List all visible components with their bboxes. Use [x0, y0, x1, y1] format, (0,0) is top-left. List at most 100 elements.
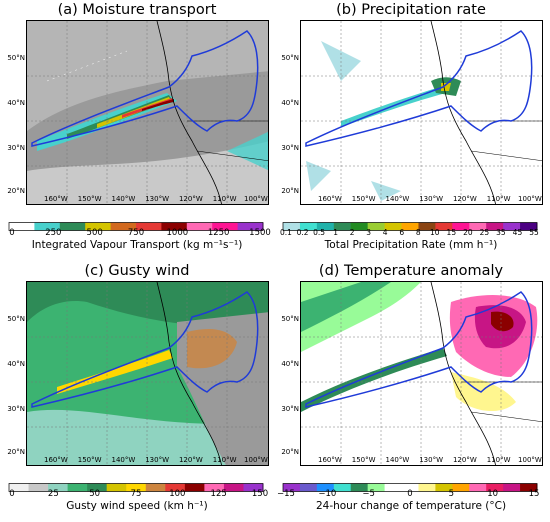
lon-label: 160°W [318, 195, 342, 203]
panel-title: (b) Precipitation rate [336, 2, 486, 18]
colorbar-segment [435, 483, 453, 492]
colorbar-segment [350, 222, 369, 231]
colorbar-tick-label: 15 [528, 489, 540, 499]
lon-label: 150°W [351, 195, 376, 203]
colorbar-segment [28, 483, 49, 492]
colorbar-tick-label: 0.2 [296, 228, 309, 237]
colorbar-segment [283, 483, 301, 492]
map-moisture-transport: 160°W 150°W 140°W 130°W 120°W 110°W 100°… [26, 20, 269, 205]
lon-label: 160°W [44, 195, 68, 203]
colorbar-tick-label: 50 [89, 489, 101, 499]
panel-title: (a) Moisture transport [57, 2, 217, 18]
colorbar-ticks: −15 −10 −5 0 5 10 15 [277, 489, 540, 499]
map-precipitation-rate: 160°W 150°W 140°W 130°W 120°W 110°W 100°… [300, 20, 543, 205]
colorbar [282, 477, 538, 492]
colorbar-tick-label: 1000 [166, 228, 189, 238]
lon-label: 150°W [77, 456, 102, 464]
colorbar-tick-label: 55 [529, 228, 539, 237]
colorbar-segment [469, 483, 487, 492]
lon-label: 110°W [212, 195, 237, 203]
colorbar-segment [48, 483, 69, 492]
lat-label: 30°N [7, 144, 25, 152]
lat-label: 20°N [7, 448, 25, 456]
colorbar-ticks: 0.1 0.2 0.5 1 2 3 4 6 8 10 15 20 25 35 45 55 [280, 228, 539, 238]
lat-label: 20°N [281, 187, 299, 195]
colorbar-segment [384, 483, 403, 492]
colorbar-tick-label: 1 [333, 228, 338, 237]
lat-label: 40°N [7, 360, 25, 368]
map-canvas [27, 21, 268, 204]
colorbar-svg [8, 222, 264, 231]
colorbar-tick-label: 125 [210, 489, 227, 499]
colorbar-tick-label: 100 [169, 489, 186, 499]
lat-label: 40°N [281, 360, 299, 368]
lon-label: 140°W [111, 456, 136, 464]
colorbar-segment [520, 222, 538, 231]
colorbar-segment [145, 483, 166, 492]
colorbar-segment [367, 222, 386, 231]
colorbar [8, 216, 264, 231]
lat-label: 30°N [281, 144, 299, 152]
lon-label: 100°W [244, 195, 268, 203]
colorbar-ticks: 0 250 500 750 1000 1250 1500 [8, 228, 271, 238]
colorbar-tick-label: 4 [382, 228, 388, 237]
colorbar-tick-label: 0.5 [313, 228, 326, 237]
colorbar-tick-label: −5 [362, 489, 375, 499]
colorbar-label: Total Precipitation Rate (mm h⁻¹) [324, 239, 498, 251]
colorbar-tick-label: 250 [45, 228, 62, 238]
colorbar-segment [333, 222, 352, 231]
colorbar-segment [452, 222, 470, 231]
colorbar-segment [299, 483, 318, 492]
lon-label: 130°W [419, 456, 444, 464]
colorbar-segment [223, 483, 244, 492]
colorbar-segment [34, 222, 61, 231]
lon-label: 140°W [385, 456, 410, 464]
colorbar-tick-label: 45 [512, 228, 523, 237]
lon-label: 150°W [351, 456, 376, 464]
panel-temperature-anomaly: (d) Temperature anomaly 160°W 150°W 140°… [276, 263, 546, 518]
colorbar-segment [165, 483, 186, 492]
lat-label: 20°N [7, 187, 25, 195]
panel-title: (c) Gusty wind [84, 263, 190, 279]
lat-label: 50°N [7, 315, 25, 323]
panel-precipitation-rate: (b) Precipitation rate 160°W 150°W 140°W… [276, 2, 546, 257]
colorbar-svg [282, 483, 538, 492]
map-temperature-anomaly: 160°W 150°W 140°W 130°W 120°W 110°W 100°… [300, 281, 543, 466]
colorbar-tick-label: 0 [407, 489, 413, 499]
colorbar-segment [299, 222, 318, 231]
lon-label: 100°W [244, 456, 268, 464]
map-canvas [27, 282, 268, 465]
panel-gusty-wind: (c) Gusty wind 160°W 150°W 140°W 130°W 1… [2, 263, 272, 518]
colorbar-segment [67, 483, 88, 492]
colorbar-segment [384, 222, 403, 231]
colorbar-tick-label: −10 [318, 489, 337, 499]
colorbar-segment [401, 222, 419, 231]
colorbar-segment [418, 222, 436, 231]
lon-label: 120°W [452, 195, 477, 203]
colorbar-segment [486, 483, 504, 492]
colorbar-tick-label: −15 [277, 489, 295, 499]
colorbar-segment [503, 222, 521, 231]
colorbar-segment [333, 483, 352, 492]
lat-label: 30°N [7, 405, 25, 413]
colorbar-tick-label: 25 [47, 489, 59, 499]
colorbar-segment [161, 222, 188, 231]
lat-label: 50°N [281, 315, 299, 323]
colorbar-tick-label: 10 [430, 228, 440, 237]
lat-label: 40°N [281, 99, 299, 107]
map-canvas [301, 282, 542, 465]
colorbar [282, 216, 538, 231]
lat-label: 50°N [7, 54, 25, 62]
colorbar-segment [85, 222, 112, 231]
colorbar-segment [136, 222, 162, 231]
colorbar-tick-label: 1500 [249, 228, 271, 238]
lon-label: 110°W [486, 456, 511, 464]
colorbar-tick-label: 2 [349, 228, 355, 237]
map-canvas [301, 21, 542, 204]
colorbar-tick-label: 6 [399, 228, 405, 237]
colorbar-segment [435, 222, 453, 231]
colorbar-segment [126, 483, 147, 492]
lat-label: 40°N [7, 99, 25, 107]
panel-moisture-transport: (a) Moisture transport 160°W 150°W 140°W… [2, 2, 272, 257]
lat-label: 20°N [281, 448, 299, 456]
